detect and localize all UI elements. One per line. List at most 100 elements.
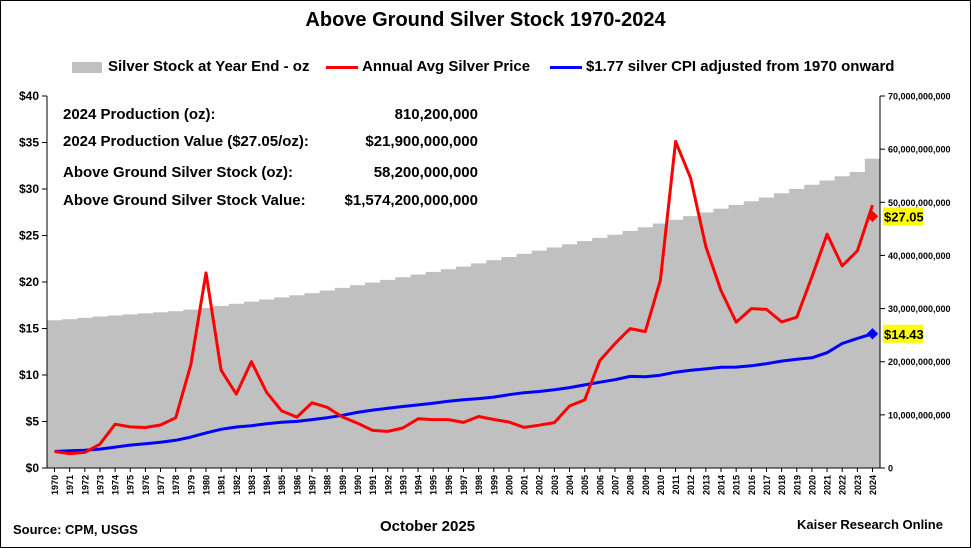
stock-bar-1979 xyxy=(183,309,200,468)
x-tick-label-2009: 2009 xyxy=(641,475,651,495)
right-tick-label: 70,000,000,000 xyxy=(888,92,951,102)
x-tick-label-1993: 1993 xyxy=(398,475,408,495)
x-tick-label-2014: 2014 xyxy=(717,475,727,495)
x-tick-label-1978: 1978 xyxy=(171,475,181,495)
x-tick-label-1989: 1989 xyxy=(338,475,348,495)
stat-value-stock: 58,200,000,000 xyxy=(373,164,478,181)
x-tick-label-2018: 2018 xyxy=(777,475,787,495)
x-tick-label-2016: 2016 xyxy=(747,475,757,495)
stock-bar-2005 xyxy=(577,241,593,468)
credit-note: Kaiser Research Online xyxy=(797,517,943,532)
x-tick-label-1986: 1986 xyxy=(292,475,302,495)
stock-bar-2019 xyxy=(789,189,805,468)
x-tick-label-1972: 1972 xyxy=(80,475,90,495)
stat-label-stock: Above Ground Silver Stock (oz): xyxy=(63,164,294,181)
date-note: October 2025 xyxy=(380,518,476,535)
x-tick-label-2019: 2019 xyxy=(792,475,802,495)
x-tick-label-1999: 1999 xyxy=(489,475,499,495)
x-tick-label-1981: 1981 xyxy=(217,475,227,495)
x-tick-label-1985: 1985 xyxy=(277,475,287,495)
stock-bar-2007 xyxy=(607,234,624,468)
stock-bar-2003 xyxy=(546,247,563,468)
left-tick-label: $35 xyxy=(19,136,39,150)
stock-bar-2004 xyxy=(561,244,578,468)
stat-label-stock-value: Above Ground Silver Stock Value: xyxy=(63,192,306,209)
x-tick-label-2010: 2010 xyxy=(656,475,666,495)
x-tick-label-1973: 1973 xyxy=(95,475,105,495)
x-tick-label-2002: 2002 xyxy=(535,475,545,495)
stock-bar-2018 xyxy=(773,193,790,468)
price-end-marker xyxy=(866,210,879,223)
x-tick-label-1997: 1997 xyxy=(459,475,469,495)
stock-bar-2017 xyxy=(758,197,775,468)
stock-bar-1977 xyxy=(153,312,169,468)
x-tick-label-2011: 2011 xyxy=(671,475,681,495)
left-tick-label: $30 xyxy=(19,182,39,196)
x-tick-label-2022: 2022 xyxy=(838,475,848,495)
x-tick-label-1975: 1975 xyxy=(126,475,136,495)
stock-bar-1988 xyxy=(319,290,336,468)
x-tick-label-1976: 1976 xyxy=(141,475,151,495)
x-tick-label-1988: 1988 xyxy=(323,475,333,495)
chart-title: Above Ground Silver Stock 1970-2024 xyxy=(305,9,666,31)
stock-bar-2001 xyxy=(516,253,533,468)
stock-bar-1978 xyxy=(168,311,184,468)
left-tick-label: $40 xyxy=(19,89,39,103)
stock-bar-2013 xyxy=(698,212,714,468)
stat-label-production: 2024 Production (oz): xyxy=(63,106,216,123)
stock-bar-1983 xyxy=(243,301,260,468)
left-tick-label: $25 xyxy=(19,229,39,243)
stat-value-production-value: $21,900,000,000 xyxy=(365,133,478,150)
x-tick-label-2000: 2000 xyxy=(504,475,514,495)
left-tick-label: $5 xyxy=(26,415,40,429)
legend-swatch-price xyxy=(326,66,358,69)
stat-value-production: 810,200,000 xyxy=(394,106,478,123)
x-tick-label-2024: 2024 xyxy=(868,475,878,495)
stock-bar-1971 xyxy=(62,319,78,468)
x-tick-label-1980: 1980 xyxy=(201,475,211,495)
left-tick-label: $0 xyxy=(26,461,40,475)
stock-bar-1980 xyxy=(198,308,215,468)
x-tick-label-1974: 1974 xyxy=(111,475,121,495)
stock-bar-1985 xyxy=(274,297,290,468)
stock-bar-1973 xyxy=(92,316,109,468)
stock-bar-2012 xyxy=(683,216,699,468)
legend-swatch-cpi xyxy=(550,66,582,69)
source-note: Source: CPM, USGS xyxy=(13,522,138,537)
stock-bar-2016 xyxy=(743,201,760,469)
left-tick-label: $10 xyxy=(19,368,39,382)
lines-layer xyxy=(54,139,879,456)
stock-bar-2011 xyxy=(667,219,684,468)
x-tick-label-2006: 2006 xyxy=(595,475,605,495)
stock-bar-2006 xyxy=(592,237,608,468)
x-tick-label-2003: 2003 xyxy=(550,475,560,495)
stock-bar-1991 xyxy=(365,282,381,468)
stock-bar-2020 xyxy=(804,184,821,468)
x-tick-label-2008: 2008 xyxy=(626,475,636,495)
stock-bar-1986 xyxy=(289,295,306,468)
x-tick-label-2004: 2004 xyxy=(565,475,575,495)
x-tick-label-2005: 2005 xyxy=(580,475,590,495)
stock-bar-1972 xyxy=(77,317,94,468)
x-tick-label-1992: 1992 xyxy=(383,475,393,495)
stock-bar-2002 xyxy=(531,250,548,468)
stock-bar-1987 xyxy=(304,293,321,468)
x-tick-label-2007: 2007 xyxy=(610,475,620,495)
legend-label-stock: Silver Stock at Year End - oz xyxy=(108,58,310,75)
cpi-end-label: $14.43 xyxy=(884,327,924,342)
price-line xyxy=(54,139,874,456)
x-tick-label-1977: 1977 xyxy=(156,475,166,495)
cpi-end-marker xyxy=(866,328,879,340)
price-end-label-bg xyxy=(883,207,923,226)
stock-bar-1970 xyxy=(47,320,63,468)
legend-label-cpi: $1.77 silver CPI adjusted from 1970 onwa… xyxy=(586,58,895,75)
stock-bar-1990 xyxy=(349,285,366,468)
x-tick-label-1970: 1970 xyxy=(50,475,60,495)
stock-bar-1994 xyxy=(410,274,427,468)
x-tick-label-2001: 2001 xyxy=(520,475,530,495)
right-tick-label: 30,000,000,000 xyxy=(888,304,951,314)
x-tick-label-1994: 1994 xyxy=(414,475,424,495)
stock-bar-2010 xyxy=(652,223,669,468)
x-tick-label-1987: 1987 xyxy=(308,475,318,495)
stock-bar-1975 xyxy=(122,314,139,468)
